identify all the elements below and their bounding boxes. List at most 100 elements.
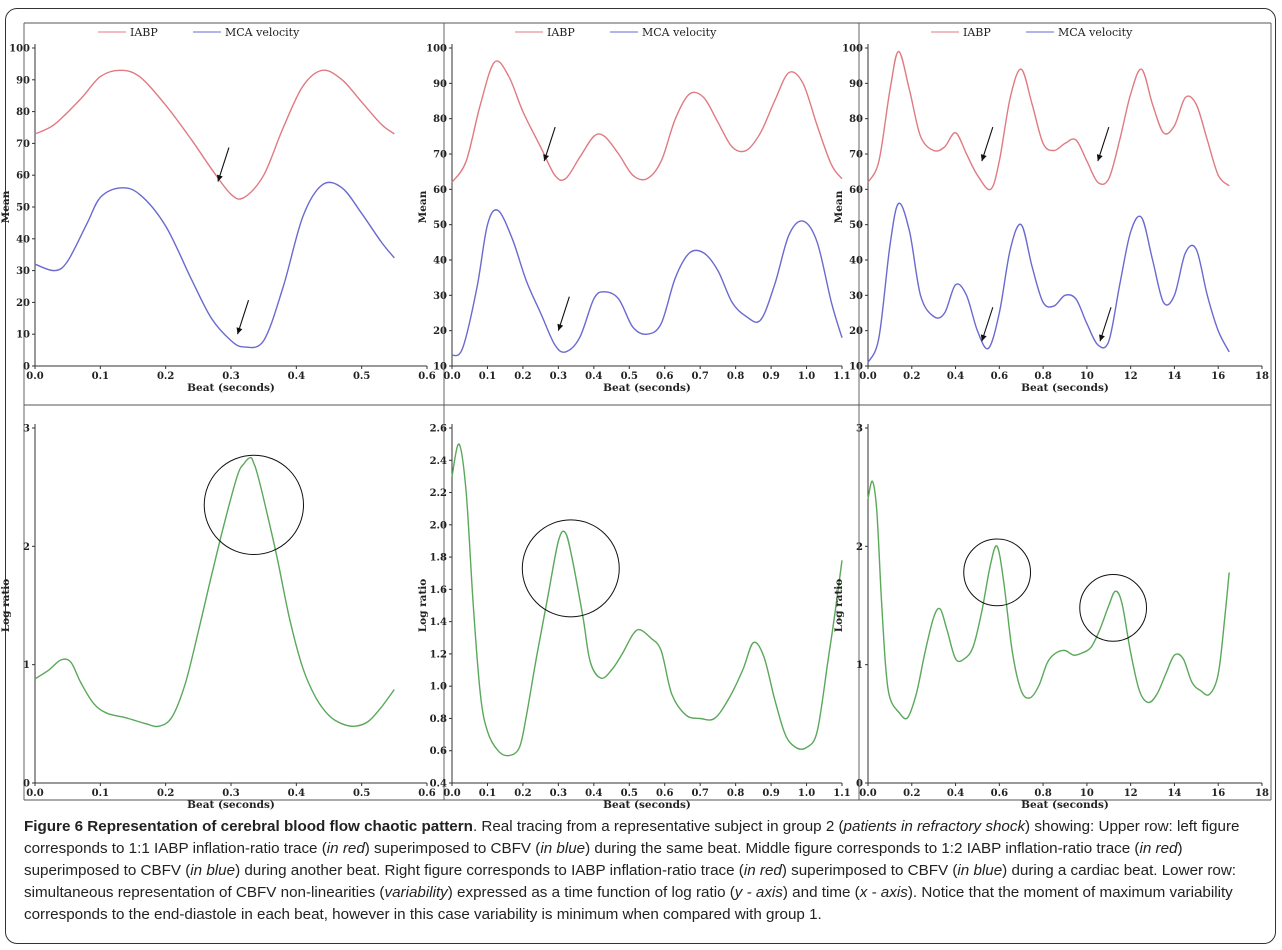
series-line-log-ratio [867,480,1230,720]
y-tick-label: 2.6 [430,424,447,435]
x-tick-label: 0.2 [157,371,174,382]
x-tick-label: 0.5 [353,371,370,382]
y-tick-label: 50 [16,203,30,214]
x-tick-label: 0.6 [991,371,1008,382]
y-tick-label: 30 [849,291,863,302]
caption-segment: ) superimposed to CBFV ( [364,840,541,857]
peak-highlight-circle [963,538,1032,607]
caption-segment: ) during the same beat. Middle figure co… [585,840,1140,857]
y-tick-label: 2.2 [430,488,447,499]
caption-segment: in blue [957,862,1003,879]
chart-top-left: 0.0 0.1 0.2 0.3 0.4 0.5 0.6 0 10 20 30 40 50 60 70 80 90… [0,26,436,394]
y-tick-label: 0 [23,362,30,373]
y-tick-label: 50 [849,220,863,231]
caption-segment: in blue [190,862,236,879]
x-tick-label: 0.8 [1034,371,1051,382]
legend-entry: IABP [547,26,575,39]
x-tick-label: 0.9 [762,371,779,382]
y-tick-label: 0 [23,779,30,790]
x-tick-label: 0.8 [727,788,744,799]
x-tick-label: 16 [1211,371,1225,382]
series-line-mca-velocity [867,202,1230,363]
x-tick-label: 14 [1167,371,1181,382]
y-tick-label: 3 [23,424,30,435]
x-tick-label: 0.6 [991,788,1008,799]
annotation-arrow-head [557,323,564,331]
peak-highlight-circle [1079,573,1148,642]
x-tick-label: 0.4 [947,371,964,382]
x-tick-label: 0.4 [585,788,602,799]
x-tick-label: 0.0 [443,371,460,382]
x-axis-label: Beat (seconds) [1021,382,1109,394]
y-tick-label: 2.0 [430,520,447,531]
x-tick-label: 1.1 [833,788,850,799]
y-tick-label: 100 [426,44,447,55]
annotation-arrow-head [1096,154,1103,162]
y-tick-label: 30 [433,291,447,302]
annotation-arrow-head [1099,334,1105,342]
x-tick-label: 0.3 [550,371,567,382]
y-tick-label: 1.2 [430,649,447,660]
x-tick-label: 0.4 [288,788,305,799]
legend-entry: IABP [130,26,158,39]
y-tick-label: 40 [433,256,447,267]
caption-segment: ) superimposed to CBFV ( [24,840,1183,879]
series-line-iabp [451,60,843,183]
caption-segment: in blue [540,840,586,857]
x-tick-label: 0.1 [479,371,496,382]
caption-segment: in red [1139,840,1178,857]
annotation-arrow-head [216,174,223,182]
y-tick-label: 1.6 [430,585,447,596]
x-tick-label: 0.2 [514,371,531,382]
x-tick-label: 12 [1124,371,1138,382]
x-tick-label: 0.2 [514,788,531,799]
y-tick-label: 10 [433,362,447,373]
x-tick-label: 0.0 [859,788,876,799]
peak-highlight-circle [521,519,620,618]
y-axis-label: Mean [833,190,845,223]
chart-bottom-middle: 0.0 0.1 0.2 0.3 0.4 0.5 0.6 0.7 0.8 0.9 1.0 1.10.40… [417,424,851,812]
legend-entry: MCA velocity [225,26,300,39]
x-tick-label: 18 [1255,788,1269,799]
legend-entry: IABP [963,26,991,39]
y-tick-label: 60 [433,185,447,196]
series-line-iabp [867,50,1230,191]
caption-segment: in red [743,862,782,879]
y-tick-label: 80 [849,114,863,125]
y-tick-label: 80 [16,107,30,118]
y-tick-label: 80 [433,114,447,125]
y-tick-label: 20 [433,326,447,337]
y-tick-label: 20 [16,298,30,309]
x-axis-label: Beat (seconds) [603,382,691,394]
y-tick-label: 90 [849,79,863,90]
caption-segment: ). Notice that the moment of maximum var… [24,884,1233,923]
caption-segment: ) showing: Upper row: left figure corres… [24,818,1240,857]
x-tick-label: 0.6 [418,371,435,382]
x-tick-label: 0.4 [288,371,305,382]
x-tick-label: 0.5 [621,788,638,799]
x-tick-label: 0.4 [947,788,964,799]
caption-segment: ) during a cardiac beat. Lower row: simu… [24,862,1237,901]
x-axis-label: Beat (seconds) [603,799,691,811]
y-tick-label: 1.4 [430,617,447,628]
caption-segment: ) superimposed to CBFV ( [781,862,958,879]
x-tick-label: 0.3 [550,788,567,799]
y-tick-label: 90 [433,79,447,90]
series-line-mca-velocity [451,209,843,357]
y-tick-label: 2 [856,542,863,553]
x-tick-label: 0.3 [222,788,239,799]
x-tick-label: 14 [1167,788,1181,799]
x-tick-label: 0.0 [443,788,460,799]
caption-segment: patients in refractory shock [843,818,1026,835]
annotation-arrow-head [236,327,243,335]
caption-segment: variability [384,884,448,901]
x-axis-label: Beat (seconds) [1021,799,1109,811]
y-tick-label: 20 [849,326,863,337]
y-tick-label: 100 [9,44,30,55]
caption-segment: ) during another beat. Right figure corr… [235,862,744,879]
x-tick-label: 0.8 [1034,788,1051,799]
figure-frame [5,8,1276,944]
caption-title: Figure 6 Representation of cerebral bloo… [24,818,473,835]
legend-entry: MCA velocity [642,26,717,39]
